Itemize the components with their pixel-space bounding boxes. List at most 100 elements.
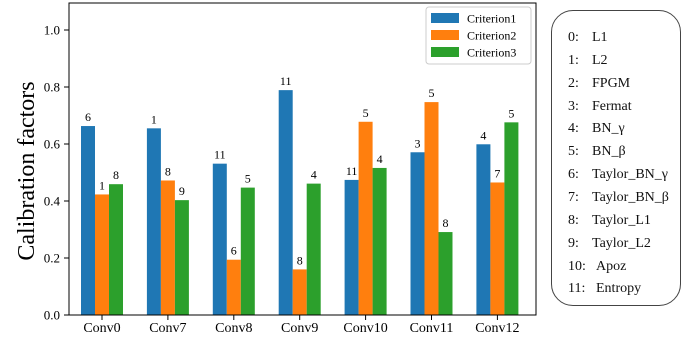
code-index: 10:: [568, 258, 586, 274]
bar-chart: Calibration factors 0.0 0.2 0.4 0.6 0.8 1.0 C…: [14, 2, 537, 336]
legend-entry-label: Criterion1: [467, 12, 516, 26]
bar-criterion3: [504, 122, 519, 315]
code-method-name: Taylor_L1: [592, 212, 651, 228]
legend-entry-label: Criterion3: [467, 46, 516, 60]
code-index: 4:: [568, 121, 579, 137]
legend-swatch: [431, 30, 459, 40]
code-method-name: Apoz: [596, 258, 627, 274]
y-tick-label: 0.6: [44, 137, 61, 152]
code-legend-item: 7: Taylor_BN_β: [552, 188, 680, 208]
series-legend: Criterion1 Criterion2 Criterion3: [425, 6, 532, 65]
bar-value-label: 8: [297, 253, 303, 267]
bar-value-label: 11: [280, 74, 292, 88]
code-index: 9:: [568, 235, 579, 251]
bar-value-label: 4: [480, 128, 486, 142]
x-tick-label: Conv12: [475, 321, 519, 336]
bar-value-label: 4: [377, 152, 383, 166]
code-index: 2:: [568, 75, 579, 91]
code-method-name: FPGM: [592, 75, 631, 91]
code-legend-item: 8: Taylor_L1: [552, 211, 680, 231]
bar-value-label: 6: [231, 244, 237, 258]
plot-frame: [68, 2, 537, 316]
bar-value-label: 8: [443, 216, 449, 230]
bar-criterion3: [306, 183, 321, 315]
bar-value-label: 6: [85, 110, 91, 124]
code-legend-item: 1: L2: [552, 51, 680, 71]
bar-value-label: 1: [99, 178, 105, 192]
x-tick-label: Conv0: [83, 321, 120, 336]
bar-criterion2: [292, 269, 307, 315]
bar-criterion2: [226, 259, 241, 315]
y-tick-label: 0.2: [44, 251, 60, 266]
bar-value-label: 7: [494, 166, 500, 180]
code-index: 1:: [568, 52, 579, 68]
bar-criterion1: [212, 163, 227, 315]
bar-value-label: 5: [363, 106, 369, 120]
method-code-legend: 0: L1 1: L2 2: FPGM 3: Fermat 4: BN_γ 5: BN_β 6: Tayl…: [551, 10, 681, 306]
y-tick-label: 0.8: [44, 80, 60, 95]
code-legend-item: 2: FPGM: [552, 74, 680, 94]
x-axis-ticks: Conv0 Conv7 Conv8 Conv9 Conv10 Conv11 Conv12: [83, 315, 520, 336]
bar-value-label: 8: [113, 168, 119, 182]
bar-value-label: 5: [508, 106, 514, 120]
code-method-name: Taylor_BN_γ: [592, 167, 668, 183]
bar-criterion3: [109, 184, 123, 315]
code-index: 8:: [568, 212, 579, 228]
code-legend-item: 0: L1: [552, 28, 680, 48]
bar-criterion1: [344, 179, 359, 315]
code-legend-item: 6: Taylor_BN_γ: [552, 165, 680, 185]
code-index: 0:: [568, 30, 579, 45]
y-tick-label: 0.4: [44, 194, 61, 209]
bar-value-label: 8: [165, 164, 171, 178]
bar-criterion3: [174, 200, 189, 315]
code-method-name: L2: [592, 52, 608, 68]
x-tick-label: Conv8: [215, 321, 252, 336]
bar-value-label: 1: [151, 112, 157, 126]
bar-criterion2: [160, 180, 175, 315]
code-legend-item: 10: Apoz: [552, 257, 680, 277]
code-index: 11:: [568, 281, 586, 297]
bar-criterion1: [81, 126, 95, 315]
bar-criterion1: [278, 90, 293, 315]
code-method-name: Fermat: [592, 98, 632, 114]
bar-criterion2: [424, 102, 439, 315]
bar-criterion2: [95, 194, 109, 315]
bar-value-label: 3: [415, 136, 421, 150]
legend-swatch: [431, 13, 459, 23]
code-method-name: Taylor_L2: [592, 235, 651, 251]
code-legend-item: 11: Entropy: [552, 279, 680, 299]
bar-value-label: 9: [179, 184, 185, 198]
bar-value-label: 11: [346, 164, 358, 178]
y-tick-label: 0.0: [44, 308, 60, 323]
code-legend-item: 3: Fermat: [552, 97, 680, 117]
y-axis-label: Calibration factors: [14, 81, 40, 260]
code-index: 7:: [568, 189, 579, 205]
bar-criterion2: [490, 182, 505, 315]
bar-criterion1: [410, 152, 425, 315]
code-method-name: Taylor_BN_β: [592, 189, 669, 205]
code-legend-item: 5: BN_β: [552, 142, 680, 162]
x-tick-label: Conv7: [149, 321, 186, 336]
bar-criterion1: [476, 144, 491, 315]
code-index: 6:: [568, 167, 579, 183]
bar-value-label: 5: [429, 86, 435, 100]
bar-criterion3: [372, 167, 387, 315]
code-index: 3:: [568, 98, 579, 114]
legend-swatch: [431, 47, 459, 57]
bar-criterion3: [240, 187, 255, 315]
x-tick-label: Conv10: [343, 321, 387, 336]
code-index: 5:: [568, 144, 579, 160]
bars-group: [81, 90, 519, 316]
code-method-name: Entropy: [596, 281, 642, 297]
code-method-name: BN_β: [592, 144, 626, 160]
bar-value-label: 4: [311, 168, 317, 182]
y-tick-label: 1.0: [44, 23, 60, 38]
bar-criterion2: [358, 121, 373, 316]
code-legend-item: 4: BN_γ: [552, 119, 680, 139]
code-method-name: BN_γ: [592, 121, 625, 137]
bar-value-label: 11: [214, 148, 226, 162]
x-tick-label: Conv9: [281, 321, 318, 336]
bar-value-label: 5: [245, 172, 251, 186]
code-legend-item: 9: Taylor_L2: [552, 234, 680, 254]
